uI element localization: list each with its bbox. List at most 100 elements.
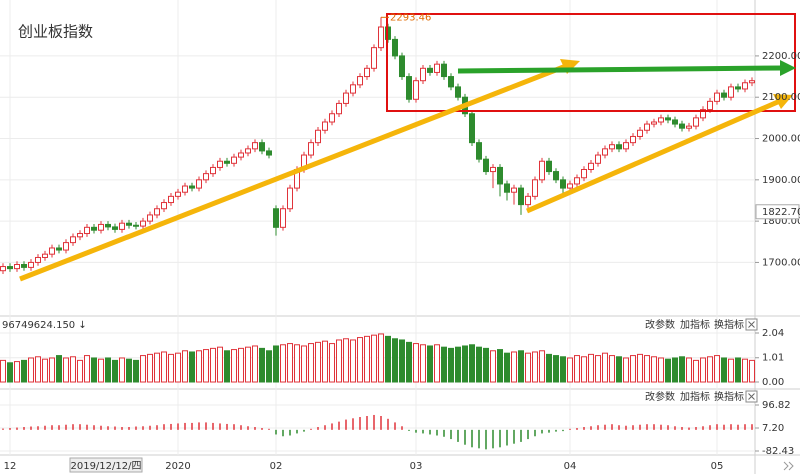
volume-bar — [98, 358, 104, 383]
volume-bar — [385, 335, 391, 383]
volume-bar — [357, 337, 363, 383]
grid — [0, 0, 759, 455]
candle-body — [154, 208, 160, 216]
candle-body — [252, 142, 258, 150]
candle-body — [511, 187, 517, 193]
candle-body — [609, 144, 615, 150]
volume-bar — [637, 353, 643, 383]
candle-body — [203, 173, 209, 181]
candle-body — [287, 187, 293, 210]
candle-body — [350, 84, 356, 94]
candle-body — [679, 123, 685, 129]
arrow-head — [780, 60, 796, 76]
close-button[interactable] — [745, 318, 758, 331]
control-button[interactable]: 换指标 — [714, 390, 744, 403]
candle-body — [588, 162, 594, 171]
candle-body — [420, 67, 426, 82]
y-tick-label: 1.01 — [762, 353, 784, 364]
x-tick-label: 12 — [4, 461, 17, 472]
volume-bar — [231, 349, 237, 383]
volume-bar — [294, 344, 300, 383]
volume-bar — [133, 359, 139, 383]
volume-bar — [490, 350, 496, 383]
chart-title: 创业板指数 — [18, 23, 93, 41]
y-tick-label: 2000.00 — [762, 134, 800, 145]
volume-bar — [399, 339, 405, 383]
control-button[interactable]: 加指标 — [680, 318, 710, 331]
candle-body — [105, 223, 111, 228]
x-tick-label: 2020 — [165, 461, 190, 472]
x-tick-label: 02 — [270, 461, 283, 472]
candle-body — [665, 117, 671, 121]
candle-body — [581, 169, 587, 179]
volume-bar — [336, 339, 342, 383]
volume-bar — [63, 357, 69, 383]
candle-body — [231, 156, 237, 164]
candle-body — [399, 55, 405, 78]
control-button[interactable]: 改参数 — [645, 318, 675, 331]
candle-body — [742, 82, 748, 90]
candle-body — [28, 261, 34, 268]
candle-body — [693, 117, 699, 127]
volume-bar — [91, 357, 97, 383]
volume-bar — [280, 344, 286, 383]
volume-bar — [175, 352, 181, 383]
control-button[interactable]: 换指标 — [714, 318, 744, 331]
volume-bar — [448, 347, 454, 383]
candle-body — [133, 224, 139, 227]
candle-body — [175, 191, 181, 197]
volume-bar — [560, 356, 566, 383]
volume-bar — [112, 359, 118, 383]
volume-bar — [77, 359, 83, 383]
scroll-button[interactable] — [783, 461, 794, 471]
volume-bar — [574, 355, 580, 383]
volume-bar — [469, 344, 475, 383]
candle-body — [336, 102, 342, 115]
volume-bar — [693, 359, 699, 383]
arrow-head — [773, 94, 793, 109]
volume-bar — [476, 346, 482, 383]
candle-body — [567, 183, 573, 189]
candle-body — [392, 38, 398, 57]
volume-bar — [35, 356, 41, 383]
volume-bar — [70, 356, 76, 383]
candle-body — [98, 223, 104, 231]
candle-body — [637, 129, 643, 137]
candle-body — [280, 208, 286, 228]
candle-body — [266, 150, 272, 156]
y-tick-label: 2.04 — [762, 328, 784, 339]
volume-bar — [553, 355, 559, 383]
volume-bar — [364, 335, 370, 383]
candle-body — [217, 160, 223, 168]
cursor-price-box — [755, 204, 800, 220]
candle-body — [0, 266, 6, 272]
y-tick-label: -82.43 — [762, 446, 794, 457]
y-tick-label: 2200.00 — [762, 51, 800, 62]
volume-bar — [245, 346, 251, 383]
volume-bar — [588, 353, 594, 383]
volume-bar — [238, 347, 244, 383]
volume-bar — [651, 356, 657, 383]
candle-body — [56, 247, 62, 251]
volume-bar — [735, 357, 741, 383]
candle-body — [112, 226, 118, 230]
control-button[interactable]: 改参数 — [645, 390, 675, 403]
y-tick-label: 96.82 — [762, 400, 791, 411]
volume-bar — [532, 351, 538, 383]
volume-bar — [7, 362, 13, 383]
control-button[interactable]: 加指标 — [680, 390, 710, 403]
candle-body — [686, 125, 692, 129]
trend-arrow — [457, 65, 783, 74]
volume-bar — [441, 346, 447, 383]
volume-bar — [217, 346, 223, 383]
volume-bar — [168, 353, 174, 383]
volume-bar — [21, 359, 27, 383]
close-button[interactable] — [745, 390, 758, 403]
candle-body — [210, 166, 216, 175]
volume-bar — [630, 355, 636, 383]
candle-body — [224, 160, 230, 164]
candle-body — [161, 202, 167, 210]
volume-bar — [518, 350, 524, 383]
volume-bar — [525, 352, 531, 383]
